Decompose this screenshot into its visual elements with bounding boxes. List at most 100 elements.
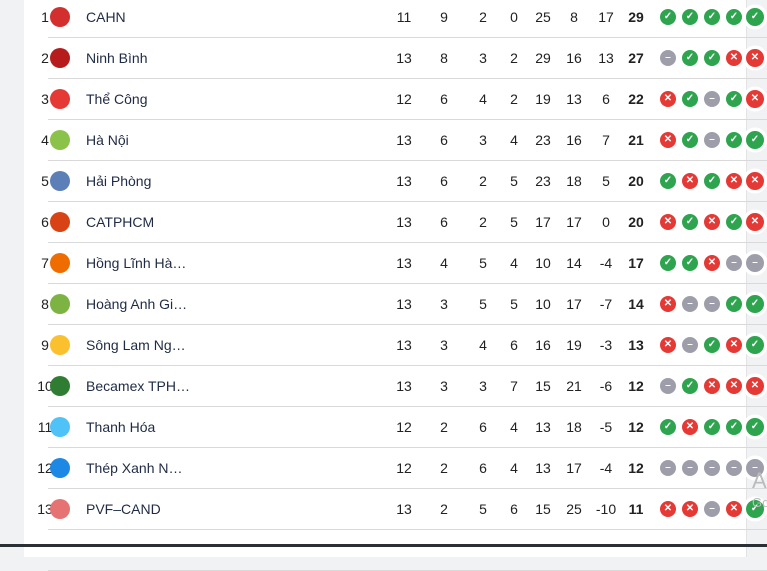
form-draw-icon[interactable]: – bbox=[704, 460, 720, 476]
team-logo bbox=[50, 417, 70, 437]
form-loss-icon[interactable]: ✕ bbox=[704, 255, 720, 271]
form-win-icon[interactable]: ✓ bbox=[660, 9, 676, 25]
form-loss-icon[interactable]: ✕ bbox=[726, 337, 742, 353]
form-draw-icon[interactable]: – bbox=[682, 460, 698, 476]
table-row[interactable]: 13 PVF–CAND 13 2 5 6 15 25 -10 11 ✕ ✕ – ✕ ✓ bbox=[37, 489, 767, 530]
team-name[interactable]: PVF–CAND bbox=[86, 501, 161, 517]
table-row[interactable]: 7 Hồng Lĩnh Hà… 13 4 5 4 10 14 -4 17 ✓ ✓ ✕ – – bbox=[41, 243, 767, 284]
form-win-icon[interactable]: ✓ bbox=[682, 255, 698, 271]
form-win-icon[interactable]: ✓ bbox=[682, 9, 698, 25]
form-win-icon[interactable]: ✓ bbox=[704, 50, 720, 66]
form-win-icon[interactable]: ✓ bbox=[726, 296, 742, 312]
team-name[interactable]: Ninh Bình bbox=[86, 50, 148, 66]
form-loss-icon[interactable]: ✕ bbox=[660, 337, 676, 353]
team-name[interactable]: Hải Phòng bbox=[86, 173, 152, 189]
form-draw-icon[interactable]: – bbox=[682, 296, 698, 312]
stat-d: 3 bbox=[479, 378, 487, 394]
form-win-icon[interactable]: ✓ bbox=[704, 419, 720, 435]
stat-l: 6 bbox=[510, 501, 518, 517]
team-name[interactable]: Sông Lam Ng… bbox=[86, 337, 186, 353]
form-win-icon[interactable]: ✓ bbox=[744, 6, 766, 28]
table-row[interactable]: 10 Becamex TPH… 13 3 3 7 15 21 -6 12– ✓ ✕ ✕ ✕ bbox=[37, 366, 767, 407]
form-loss-icon[interactable]: ✕ bbox=[726, 173, 742, 189]
form-loss-icon[interactable]: ✕ bbox=[660, 501, 676, 517]
form-loss-icon[interactable]: ✕ bbox=[660, 132, 676, 148]
form-loss-icon[interactable]: ✕ bbox=[744, 375, 766, 397]
team-name[interactable]: Thể Công bbox=[86, 91, 148, 107]
form-loss-icon[interactable]: ✕ bbox=[660, 296, 676, 312]
form-loss-icon[interactable]: ✕ bbox=[744, 211, 766, 233]
team-logo bbox=[50, 171, 70, 191]
form-draw-icon[interactable]: – bbox=[704, 91, 720, 107]
stat-pts: 12 bbox=[628, 378, 644, 394]
table-row[interactable]: 11 Thanh Hóa 12 2 6 4 13 18 -5 12 ✓ ✕ ✓ ✓ ✓ bbox=[38, 407, 767, 448]
form-loss-icon[interactable]: ✕ bbox=[682, 501, 698, 517]
form-draw-icon[interactable]: – bbox=[704, 132, 720, 148]
form-loss-icon[interactable]: ✕ bbox=[682, 173, 698, 189]
form-loss-icon[interactable]: ✕ bbox=[682, 419, 698, 435]
form-draw-icon[interactable]: – bbox=[660, 460, 676, 476]
team-name[interactable]: Thép Xanh N… bbox=[86, 460, 183, 476]
form-win-icon[interactable]: ✓ bbox=[660, 419, 676, 435]
form-win-icon[interactable]: ✓ bbox=[682, 214, 698, 230]
form-loss-icon[interactable]: ✕ bbox=[744, 88, 766, 110]
team-name[interactable]: Hà Nội bbox=[86, 132, 129, 148]
form-loss-icon[interactable]: ✕ bbox=[704, 378, 720, 394]
form-win-icon[interactable]: ✓ bbox=[726, 419, 742, 435]
form-loss-icon[interactable]: ✕ bbox=[726, 50, 742, 66]
team-name[interactable]: Hoàng Anh Gi… bbox=[86, 296, 188, 312]
table-row[interactable]: 6 CATPHCM 13 6 2 5 17 17 0 20 ✕ ✓ ✕ ✓ ✕ bbox=[41, 202, 767, 243]
table-row[interactable]: 5 Hải Phòng 13 6 2 5 23 18 5 20 ✓ ✕ ✓ ✕ ✕ bbox=[41, 161, 767, 202]
form-loss-icon[interactable]: ✕ bbox=[660, 91, 676, 107]
table-row[interactable]: 4 Hà Nội 13 6 3 4 23 16 7 21 ✕ ✓ – ✓ ✓ bbox=[41, 120, 767, 161]
form-draw-icon[interactable]: – bbox=[682, 337, 698, 353]
form-loss-icon[interactable]: ✕ bbox=[744, 47, 766, 69]
table-row[interactable]: 2 Ninh Bình 13 8 3 2 29 16 13 27– ✓ ✓ ✕ ✕ bbox=[41, 38, 767, 79]
form-draw-icon[interactable]: – bbox=[660, 50, 676, 66]
table-row[interactable]: 12 Thép Xanh N… 12 2 6 4 13 17 -4 12– – – – – bbox=[37, 448, 767, 489]
form-loss-icon[interactable]: ✕ bbox=[704, 214, 720, 230]
form-win-icon[interactable]: ✓ bbox=[744, 416, 766, 438]
team-name[interactable]: CAHN bbox=[86, 9, 126, 25]
form-draw-icon[interactable]: – bbox=[704, 501, 720, 517]
form-draw-icon[interactable]: – bbox=[744, 457, 766, 479]
form-loss-icon[interactable]: ✕ bbox=[726, 501, 742, 517]
form-draw-icon[interactable]: – bbox=[744, 252, 766, 274]
form-win-icon[interactable]: ✓ bbox=[682, 91, 698, 107]
form-draw-icon[interactable]: – bbox=[704, 296, 720, 312]
table-row[interactable]: 9 Sông Lam Ng… 13 3 4 6 16 19 -3 13 ✕ – ✓ ✕ ✓ bbox=[41, 325, 767, 366]
form-draw-icon[interactable]: – bbox=[726, 255, 742, 271]
form-loss-icon[interactable]: ✕ bbox=[660, 214, 676, 230]
team-name[interactable]: CATPHCM bbox=[86, 214, 155, 230]
form-win-icon[interactable]: ✓ bbox=[682, 132, 698, 148]
form-loss-icon[interactable]: ✕ bbox=[744, 170, 766, 192]
form-draw-icon[interactable]: – bbox=[726, 460, 742, 476]
stat-gf: 10 bbox=[535, 296, 551, 312]
form-win-icon[interactable]: ✓ bbox=[704, 173, 720, 189]
form-loss-icon[interactable]: ✕ bbox=[726, 378, 742, 394]
form-win-icon[interactable]: ✓ bbox=[682, 378, 698, 394]
table-row[interactable]: 8 Hoàng Anh Gi… 13 3 5 5 10 17 -7 14 ✕ – – ✓ ✓ bbox=[41, 284, 767, 325]
form-win-icon[interactable]: ✓ bbox=[660, 255, 676, 271]
form-win-icon[interactable]: ✓ bbox=[744, 334, 766, 356]
form-win-icon[interactable]: ✓ bbox=[726, 214, 742, 230]
form-win-icon[interactable]: ✓ bbox=[726, 132, 742, 148]
table-row[interactable]: 1 CAHN 11 9 2 0 25 8 17 29 ✓ ✓ ✓ ✓ ✓ bbox=[41, 0, 767, 38]
form-win-icon[interactable]: ✓ bbox=[744, 293, 766, 315]
form-win-icon[interactable]: ✓ bbox=[704, 337, 720, 353]
form-win-icon[interactable]: ✓ bbox=[660, 173, 676, 189]
form-win-icon[interactable]: ✓ bbox=[704, 9, 720, 25]
team-name[interactable]: Becamex TPH… bbox=[86, 378, 190, 394]
team-logo bbox=[50, 335, 70, 355]
form-win-icon[interactable]: ✓ bbox=[726, 9, 742, 25]
table-row[interactable]: 3 Thể Công 12 6 4 2 19 13 6 22 ✕ ✓ – ✓ ✕ bbox=[41, 79, 767, 120]
form-win-icon[interactable]: ✓ bbox=[682, 50, 698, 66]
stat-ga: 14 bbox=[566, 255, 582, 271]
form-win-icon[interactable]: ✓ bbox=[744, 498, 766, 520]
stat-pts: 13 bbox=[628, 337, 644, 353]
team-name[interactable]: Thanh Hóa bbox=[86, 419, 156, 435]
form-win-icon[interactable]: ✓ bbox=[726, 91, 742, 107]
form-win-icon[interactable]: ✓ bbox=[744, 129, 766, 151]
form-draw-icon[interactable]: – bbox=[660, 378, 676, 394]
team-name[interactable]: Hồng Lĩnh Hà… bbox=[86, 255, 187, 271]
